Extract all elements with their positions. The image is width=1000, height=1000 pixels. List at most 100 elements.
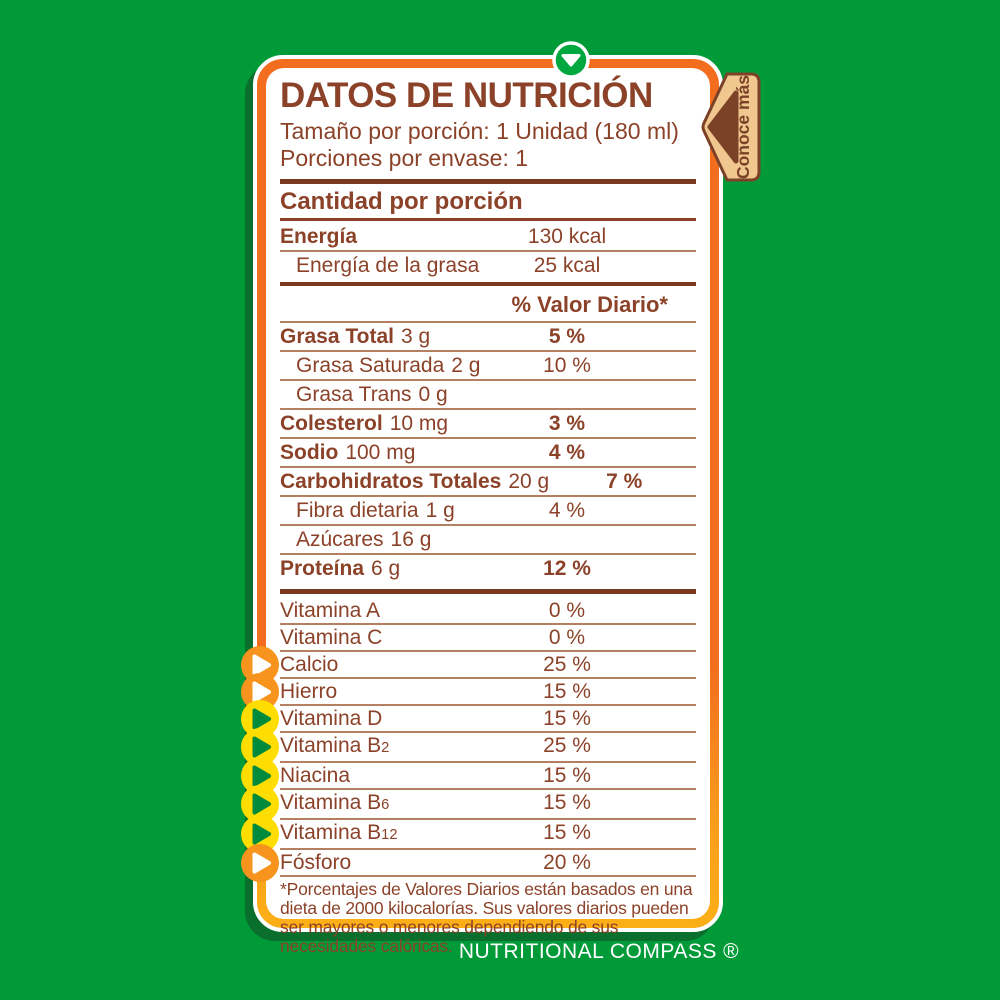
divider-thin bbox=[280, 623, 696, 625]
divider-thin bbox=[280, 379, 696, 381]
divider-thin bbox=[280, 875, 696, 877]
triangle-right-icon bbox=[241, 815, 279, 853]
conoce-mas-tab[interactable]: Conoce más bbox=[698, 71, 766, 183]
daily-value: 3 % bbox=[548, 412, 586, 435]
nutrient-name: Fibra dietaria bbox=[296, 499, 419, 522]
nutrient-name: Azúcares bbox=[296, 528, 384, 551]
daily-value: 15 % bbox=[543, 707, 591, 730]
energy-row: Energía de la grasa 25 kcal bbox=[280, 252, 696, 279]
micronutrient-row: Vitamina C 0 % bbox=[280, 625, 696, 650]
nutrient-row: Fibra dietaria 1 g 4 % bbox=[280, 497, 696, 524]
micronutrient-row: Fósforo 20 % bbox=[241, 843, 696, 882]
divider-thin bbox=[280, 350, 696, 352]
daily-value: 0 % bbox=[548, 599, 586, 622]
divider-thin bbox=[280, 466, 696, 468]
nutrient-name: Grasa Total bbox=[280, 325, 394, 348]
nutrient-name: Energía bbox=[280, 225, 358, 248]
nutrient-name: Hierro bbox=[280, 680, 338, 703]
nutrient-name: Vitamina A bbox=[280, 599, 381, 622]
daily-value: 25 kcal bbox=[533, 254, 601, 277]
nutrient-row: Grasa Total 3 g 5 % bbox=[280, 323, 696, 350]
micronutrient-row: Niacina 15 % bbox=[241, 756, 696, 795]
divider-thin bbox=[280, 788, 696, 790]
daily-value: 5 % bbox=[548, 325, 586, 348]
triangle-right-icon bbox=[241, 785, 279, 823]
nutrient-name: Vitamina C bbox=[280, 626, 383, 649]
nutrient-amount: 10 mg bbox=[389, 412, 449, 435]
nutrient-name-subscript: 6 bbox=[381, 797, 390, 813]
nutrient-amount: 1 g bbox=[425, 499, 455, 522]
daily-value: 25 % bbox=[543, 653, 591, 676]
divider-thin bbox=[280, 650, 696, 652]
nutrient-row: Carbohidratos Totales 20 g 7 % bbox=[280, 468, 696, 495]
nutrient-name: Fósforo bbox=[280, 851, 352, 874]
nutrient-row: Grasa Trans 0 g bbox=[280, 381, 696, 408]
daily-value: 15 % bbox=[543, 680, 591, 703]
tab-label: Conoce más bbox=[733, 75, 753, 179]
divider-thin bbox=[280, 408, 696, 410]
daily-value: 20 % bbox=[543, 851, 591, 874]
micronutrient-row: Hierro 15 % bbox=[241, 672, 696, 711]
micronutrient-row: Vitamina A 0 % bbox=[280, 598, 696, 623]
nutrient-name: Vitamina D bbox=[280, 707, 383, 730]
daily-value-footnote: *Porcentajes de Valores Diarios están ba… bbox=[280, 879, 693, 956]
nutrient-name: Grasa Saturada bbox=[296, 354, 445, 377]
daily-value: 4 % bbox=[548, 441, 586, 464]
arrow-left-icon bbox=[707, 90, 739, 164]
energy-row: Energía 130 kcal bbox=[280, 223, 696, 250]
divider-thick bbox=[280, 589, 696, 594]
triangle-right-icon bbox=[241, 756, 279, 795]
nutrient-amount: 2 g bbox=[451, 354, 481, 377]
nutrient-name: Calcio bbox=[280, 653, 339, 676]
divider-thin bbox=[280, 437, 696, 439]
nutrient-name: Niacina bbox=[280, 764, 351, 787]
nutrient-row: Colesterol 10 mg 3 % bbox=[280, 410, 696, 437]
divider-medium bbox=[280, 218, 696, 221]
micronutrient-row: Vitamina B6 15 % bbox=[241, 785, 696, 823]
daily-value: 12 % bbox=[543, 557, 591, 580]
nutrient-name: Sodio bbox=[280, 441, 339, 464]
daily-value: 15 % bbox=[543, 764, 591, 787]
nutrient-row: Grasa Saturada 2 g 10 % bbox=[280, 352, 696, 379]
divider-thin bbox=[280, 677, 696, 679]
nutrient-name-subscript: 12 bbox=[381, 827, 398, 843]
amount-per-serving-heading: Cantidad por porción bbox=[280, 188, 523, 215]
chevron-down-icon[interactable] bbox=[551, 40, 591, 80]
nutrient-row: Proteína 6 g 12 % bbox=[280, 555, 696, 582]
divider-thin bbox=[280, 524, 696, 526]
triangle-right-icon bbox=[241, 645, 279, 684]
nutrient-name: Vitamina B bbox=[280, 791, 382, 814]
divider-thick bbox=[280, 282, 696, 286]
nutrient-name: Energía de la grasa bbox=[296, 254, 480, 277]
nutrient-name: Grasa Trans bbox=[296, 383, 412, 406]
daily-value: 15 % bbox=[543, 821, 591, 844]
daily-value: 4 % bbox=[548, 499, 586, 522]
nutrient-amount: 6 g bbox=[371, 557, 401, 580]
daily-value: 25 % bbox=[543, 734, 591, 757]
nutrient-row: Azúcares 16 g bbox=[280, 526, 696, 553]
daily-value: 15 % bbox=[543, 791, 591, 814]
triangle-right-icon bbox=[241, 699, 279, 738]
nutrient-name-subscript: 2 bbox=[381, 740, 390, 756]
micronutrient-row: Vitamina D 15 % bbox=[241, 699, 696, 738]
micronutrient-row: Calcio 25 % bbox=[241, 645, 696, 684]
nutrient-amount: 0 g bbox=[418, 383, 448, 406]
daily-value: 10 % bbox=[543, 354, 591, 377]
nutrient-name: Colesterol bbox=[280, 412, 383, 435]
divider-thin bbox=[280, 495, 696, 497]
nutrient-name: Proteína bbox=[280, 557, 365, 580]
divider-thin bbox=[280, 761, 696, 763]
micronutrient-row: Vitamina B12 15 % bbox=[241, 815, 696, 853]
divider-thin bbox=[280, 250, 696, 252]
divider-thin bbox=[280, 553, 696, 555]
nutrition-facts-panel: DATOS DE NUTRICIÓN Tamaño por porción: 1… bbox=[241, 55, 723, 956]
nutrient-amount: 100 mg bbox=[345, 441, 416, 464]
micronutrient-row: Vitamina B2 25 % bbox=[241, 728, 696, 766]
daily-value: 0 % bbox=[548, 626, 586, 649]
daily-value-header-row: % Valor Diario* bbox=[280, 289, 696, 321]
serving-size-line: Tamaño por porción: 1 Unidad (180 ml) bbox=[280, 118, 679, 144]
nutrient-row: Sodio 100 mg 4 % bbox=[280, 439, 696, 466]
divider-thin bbox=[280, 704, 696, 706]
